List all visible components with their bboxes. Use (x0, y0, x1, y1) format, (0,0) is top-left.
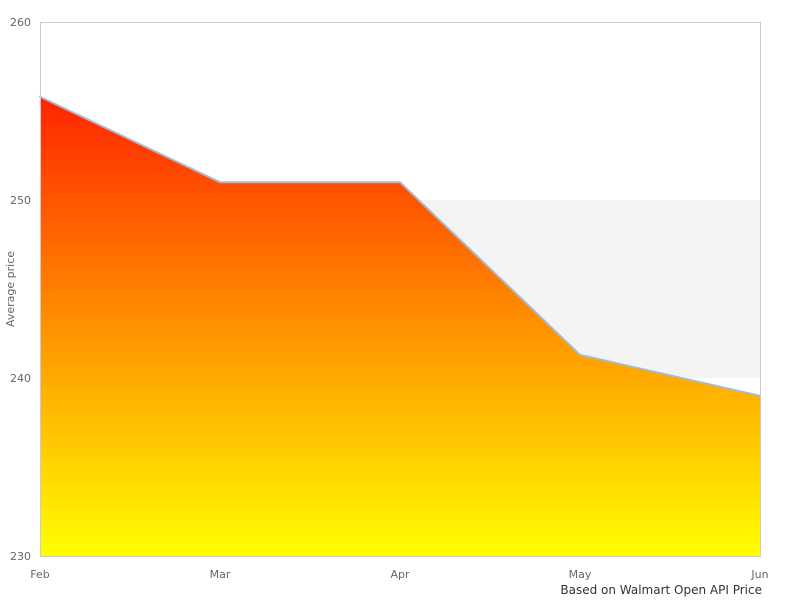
x-tick-label: Apr (390, 568, 410, 581)
y-axis-title: Average price (4, 251, 17, 327)
y-tick-label: 260 (10, 16, 31, 29)
area-series-fill (40, 96, 760, 556)
y-tick-label: 250 (10, 194, 31, 207)
y-axis-labels: 230 240 250 260 (10, 16, 31, 563)
series-line (39, 95, 761, 397)
plot-border (40, 22, 761, 557)
y-tick-label: 230 (10, 550, 31, 563)
x-tick-label: Jun (750, 568, 768, 581)
chart-caption: Based on Walmart Open API Price (560, 583, 762, 597)
x-axis-labels: Feb Mar Apr May Jun (30, 568, 768, 581)
x-tick-label: Mar (210, 568, 231, 581)
y-tick-label: 240 (10, 372, 31, 385)
x-tick-label: May (569, 568, 592, 581)
x-tick-label: Feb (30, 568, 49, 581)
area-series-layer (39, 95, 761, 556)
